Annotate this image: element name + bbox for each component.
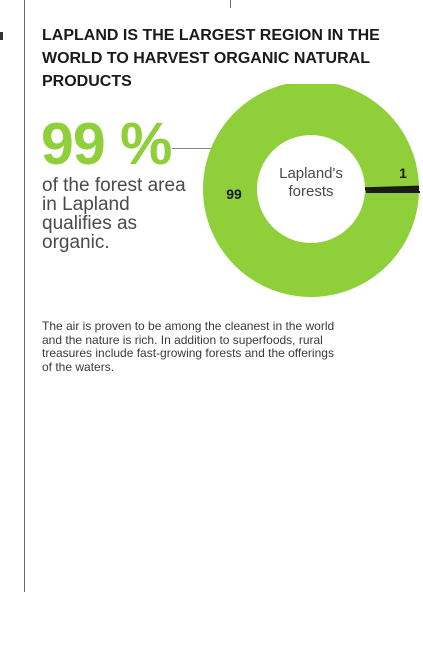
top-divider-tick [230, 0, 231, 8]
headline: LAPLAND IS THE LARGEST REGION IN THE WOR… [42, 27, 380, 90]
left-divider-line [24, 0, 25, 592]
slice-label-1: 1 [399, 165, 407, 181]
big-percentage: 99 % [41, 111, 172, 177]
forest-donut-chart: 99 1 Lapland's forests [203, 84, 420, 297]
slice-label-99: 99 [226, 186, 242, 202]
body-text: The air is proven to be among the cleane… [42, 319, 335, 374]
donut-slice-non-organic [364, 185, 419, 193]
center-label: Lapland's forests [279, 165, 343, 200]
leader-line [172, 148, 220, 149]
stat-description: of the forest area in Lapland qualifies … [42, 175, 186, 253]
section-bullet [0, 32, 3, 40]
